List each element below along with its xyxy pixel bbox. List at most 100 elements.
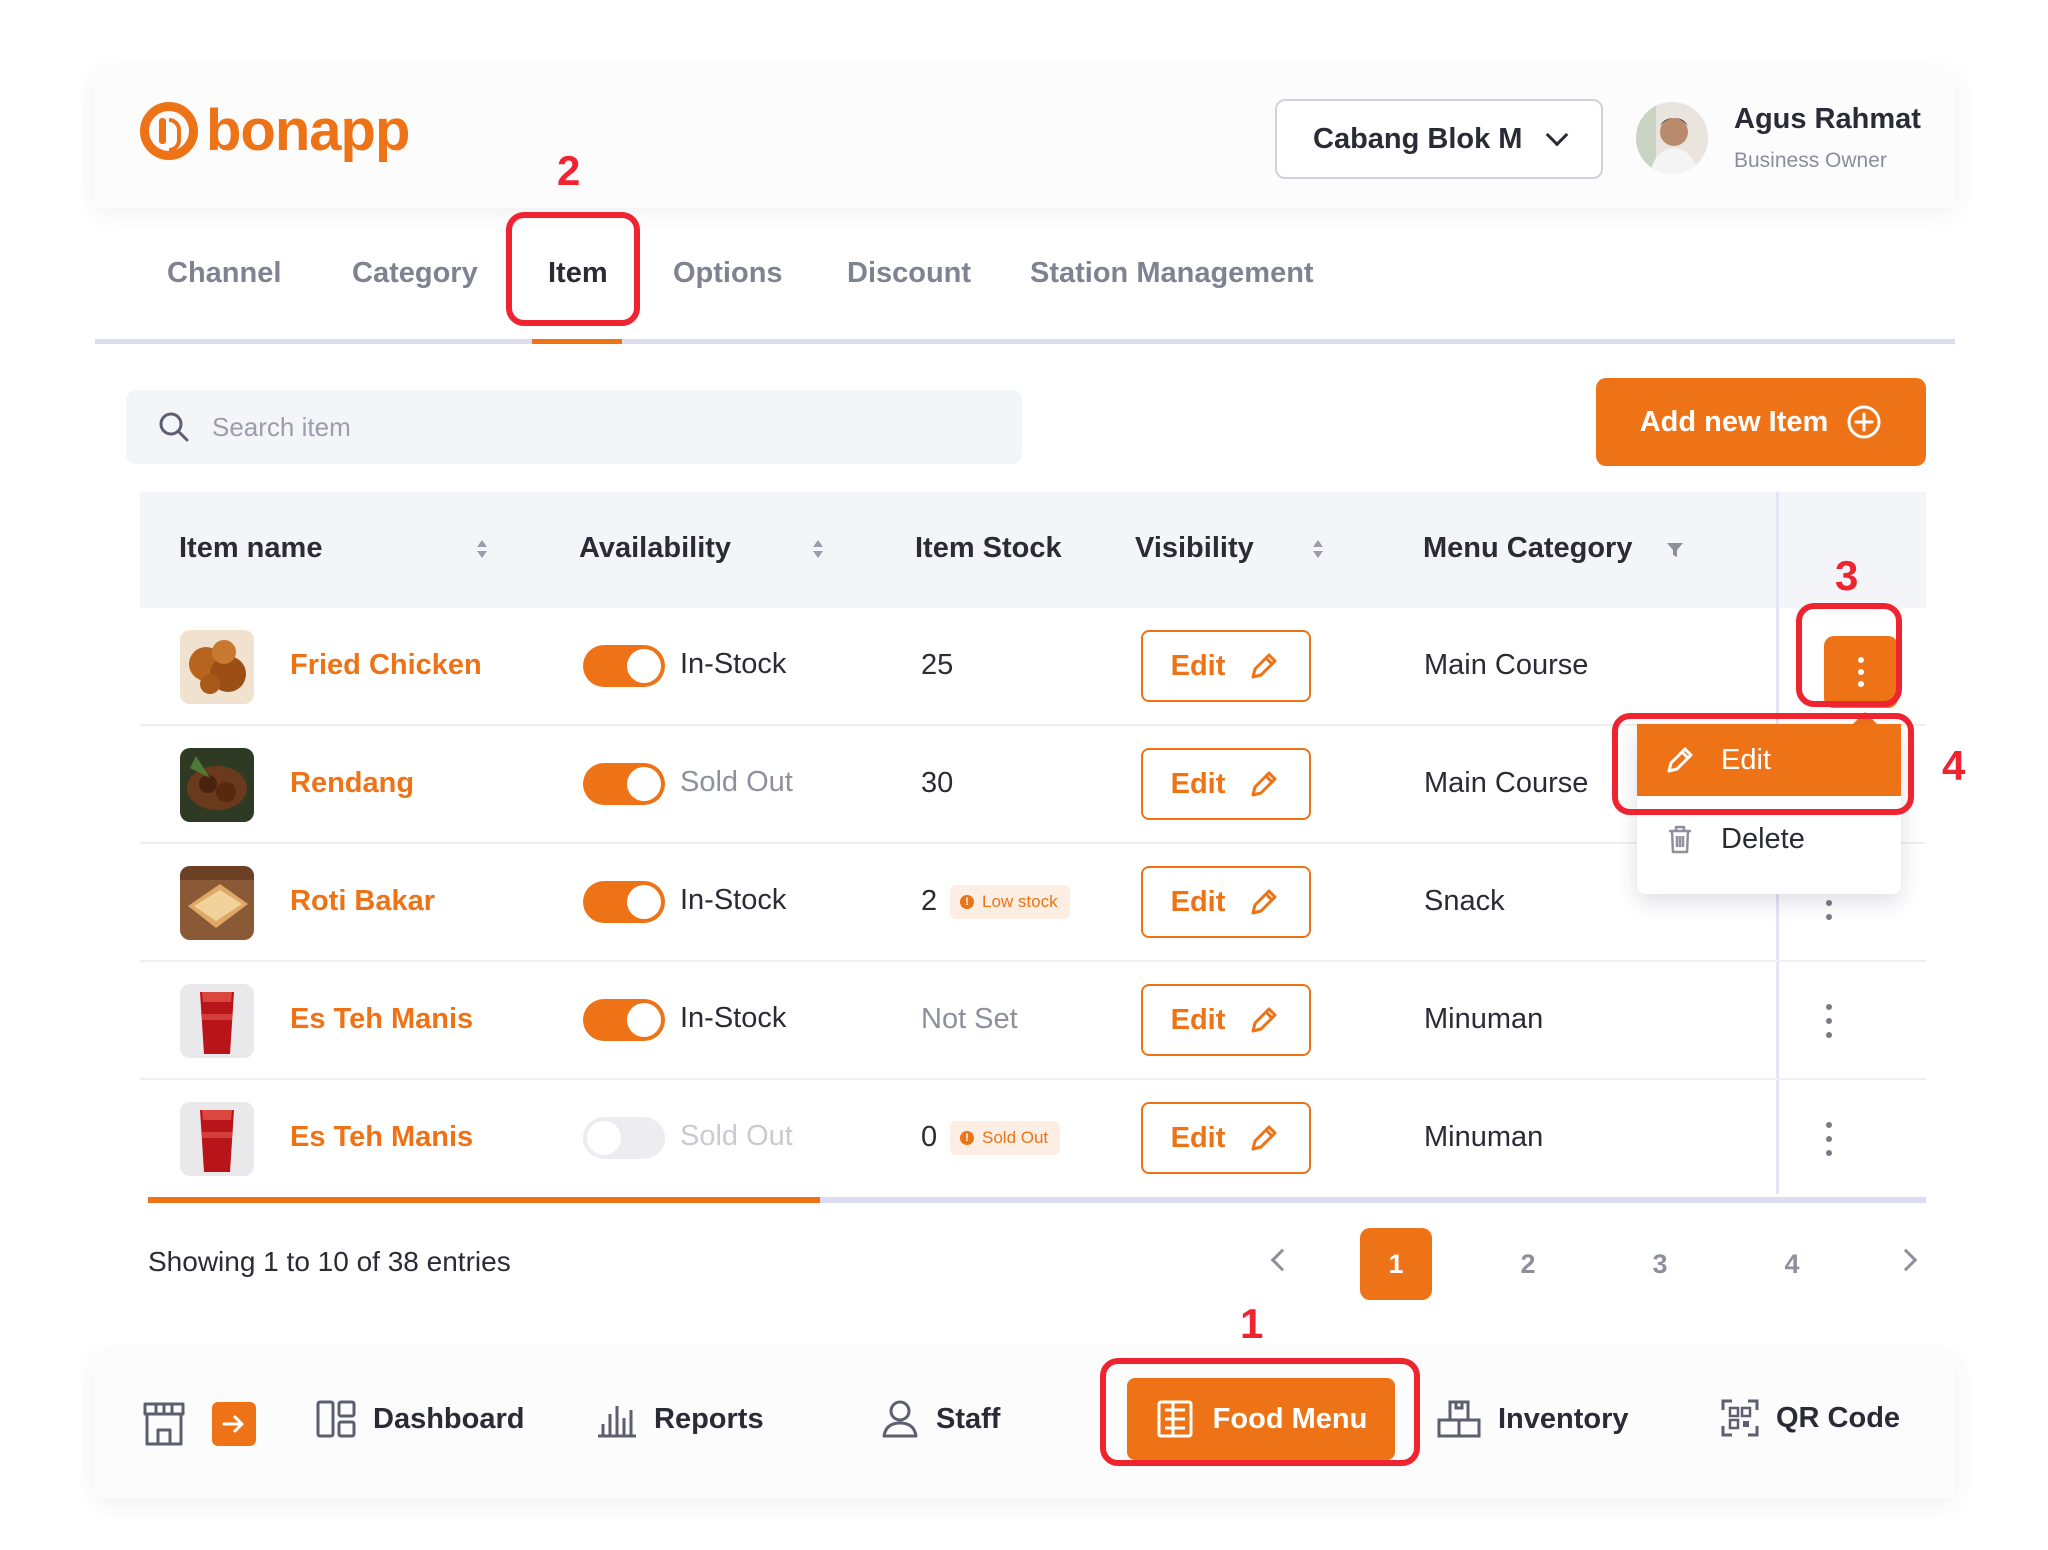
col-availability[interactable]: Availability bbox=[579, 532, 732, 564]
nav-qr-code-label: QR Code bbox=[1776, 1401, 1901, 1434]
col-item-stock: Item Stock bbox=[915, 532, 1062, 564]
table-row[interactable]: Rendang Sold Out 30 Edit Main Course bbox=[140, 726, 1926, 844]
page-button[interactable]: 2 bbox=[1520, 1248, 1536, 1279]
item-name[interactable]: Rendang bbox=[290, 767, 415, 799]
entries-summary: Showing 1 to 10 of 38 entries bbox=[148, 1246, 511, 1277]
availability-label: Sold Out bbox=[680, 766, 793, 798]
nav-food-menu-label: Food Menu bbox=[1212, 1402, 1368, 1435]
item-name[interactable]: Fried Chicken bbox=[290, 649, 482, 681]
add-new-item-button[interactable]: Add new Item bbox=[1596, 378, 1926, 466]
item-name[interactable]: Es Teh Manis bbox=[290, 1003, 474, 1035]
col-menu-category[interactable]: Menu Category bbox=[1423, 532, 1633, 564]
menu-edit-item[interactable]: Edit bbox=[1637, 724, 1901, 796]
pencil-icon bbox=[1251, 1125, 1277, 1151]
menu-category: Minuman bbox=[1424, 1121, 1544, 1153]
tab-station-management[interactable]: Station Management bbox=[1030, 257, 1314, 289]
bonapp-logo[interactable]: bonapp bbox=[140, 98, 410, 163]
visibility-edit-button[interactable]: Edit bbox=[1141, 866, 1311, 938]
availability-label: In-Stock bbox=[680, 1002, 787, 1034]
nav-food-menu[interactable]: Food Menu bbox=[1127, 1378, 1395, 1460]
page-button[interactable]: 4 bbox=[1784, 1248, 1800, 1279]
edit-label: Edit bbox=[1170, 649, 1226, 682]
search-input[interactable] bbox=[212, 411, 912, 443]
nav-staff[interactable]: Staff bbox=[880, 1398, 1000, 1440]
availability-toggle[interactable] bbox=[583, 999, 665, 1041]
store-icon[interactable] bbox=[142, 1400, 186, 1446]
nav-inventory[interactable]: Inventory bbox=[1436, 1398, 1629, 1440]
sort-icon[interactable] bbox=[812, 540, 824, 560]
chevron-right-icon[interactable] bbox=[1894, 1248, 1918, 1272]
alert-icon: ! bbox=[960, 895, 974, 909]
user-name: Agus Rahmat bbox=[1734, 103, 1921, 135]
nav-qr-code[interactable]: QR Code bbox=[1720, 1398, 1900, 1438]
pencil-icon bbox=[1251, 771, 1277, 797]
filter-icon[interactable] bbox=[1665, 540, 1685, 560]
nav-dashboard-label: Dashboard bbox=[373, 1402, 525, 1435]
row-actions-icon[interactable] bbox=[1819, 1000, 1839, 1042]
availability-toggle[interactable] bbox=[583, 645, 665, 687]
table-row[interactable]: Es Teh Manis In-Stock Not Set Edit Minum… bbox=[140, 962, 1926, 1080]
visibility-edit-button[interactable]: Edit bbox=[1141, 984, 1311, 1056]
menu-category: Snack bbox=[1424, 885, 1505, 917]
availability-label: In-Stock bbox=[680, 884, 787, 916]
tab-category[interactable]: Category bbox=[352, 257, 478, 289]
tab-channel[interactable]: Channel bbox=[167, 257, 282, 289]
nav-dashboard[interactable]: Dashboard bbox=[315, 1398, 524, 1440]
nav-reports[interactable]: Reports bbox=[596, 1398, 764, 1440]
sort-icon[interactable] bbox=[1312, 540, 1324, 560]
annotation-box-3 bbox=[1796, 603, 1902, 707]
item-name[interactable]: Roti Bakar bbox=[290, 885, 436, 917]
es-teh-manis-thumbnail bbox=[180, 1102, 254, 1176]
page-button[interactable]: 1 bbox=[1360, 1228, 1432, 1300]
visibility-edit-button[interactable]: Edit bbox=[1141, 1102, 1311, 1174]
roti-bakar-thumbnail bbox=[180, 866, 254, 940]
visibility-edit-button[interactable]: Edit bbox=[1141, 630, 1311, 702]
availability-toggle[interactable] bbox=[583, 881, 665, 923]
horizontal-scrollbar[interactable] bbox=[148, 1197, 1926, 1203]
sold-out-badge: ! Sold Out bbox=[950, 1121, 1061, 1155]
menu-edit-label: Edit bbox=[1721, 743, 1771, 776]
visibility-edit-button[interactable]: Edit bbox=[1141, 748, 1311, 820]
es-teh-manis-thumbnail bbox=[180, 984, 254, 1058]
col-visibility[interactable]: Visibility bbox=[1135, 532, 1254, 564]
menu-list-icon bbox=[1157, 1400, 1193, 1438]
rendang-thumbnail bbox=[180, 748, 254, 822]
expand-sidebar-button[interactable] bbox=[212, 1402, 256, 1446]
low-stock-badge: ! Low stock bbox=[950, 885, 1070, 919]
edit-label: Edit bbox=[1170, 885, 1226, 918]
table-row[interactable]: Fried Chicken In-Stock 25 Edit Main Cour… bbox=[140, 608, 1926, 726]
menu-delete-item[interactable]: Delete bbox=[1637, 804, 1901, 874]
bottom-navigation bbox=[95, 1352, 1955, 1498]
annotation-box-1 bbox=[1100, 1358, 1420, 1466]
annotation-number-1: 1 bbox=[1240, 1300, 1264, 1347]
table-row[interactable]: Es Teh Manis Sold Out 0 ! Sold Out Edit … bbox=[140, 1080, 1926, 1198]
badge-label: Sold Out bbox=[982, 1128, 1049, 1147]
availability-label: In-Stock bbox=[680, 648, 787, 680]
chevron-left-icon[interactable] bbox=[1270, 1248, 1294, 1272]
menu-tabs: Channel Category Item Options Discount S… bbox=[95, 240, 1955, 344]
item-stock: 2 bbox=[921, 885, 938, 917]
sort-icon[interactable] bbox=[476, 540, 488, 560]
page-button[interactable]: 3 bbox=[1652, 1248, 1668, 1279]
item-stock: 25 bbox=[921, 649, 954, 681]
availability-toggle[interactable] bbox=[583, 763, 665, 805]
pencil-icon bbox=[1251, 889, 1277, 915]
badge-label: Low stock bbox=[982, 892, 1058, 911]
avatar[interactable] bbox=[1636, 102, 1708, 174]
table-row[interactable]: Roti Bakar In-Stock 2 ! Low stock Edit S… bbox=[140, 844, 1926, 962]
logo-text: bonapp bbox=[206, 98, 410, 163]
row-actions-icon[interactable] bbox=[1819, 1118, 1839, 1160]
branch-dropdown[interactable]: Cabang Blok M bbox=[1275, 99, 1603, 179]
nav-staff-label: Staff bbox=[936, 1402, 1001, 1435]
tab-item[interactable]: Item bbox=[548, 257, 608, 289]
horizontal-scrollbar-thumb[interactable] bbox=[148, 1197, 820, 1203]
tab-discount[interactable]: Discount bbox=[847, 257, 972, 289]
availability-label: Sold Out bbox=[680, 1120, 793, 1152]
availability-toggle[interactable] bbox=[583, 1117, 665, 1159]
col-item-name[interactable]: Item name bbox=[179, 532, 323, 564]
bar-chart-icon bbox=[598, 1406, 636, 1438]
tab-options[interactable]: Options bbox=[673, 257, 783, 289]
branch-dropdown-value: Cabang Blok M bbox=[1313, 122, 1523, 155]
menu-category: Main Course bbox=[1424, 767, 1589, 799]
item-name[interactable]: Es Teh Manis bbox=[290, 1121, 474, 1153]
